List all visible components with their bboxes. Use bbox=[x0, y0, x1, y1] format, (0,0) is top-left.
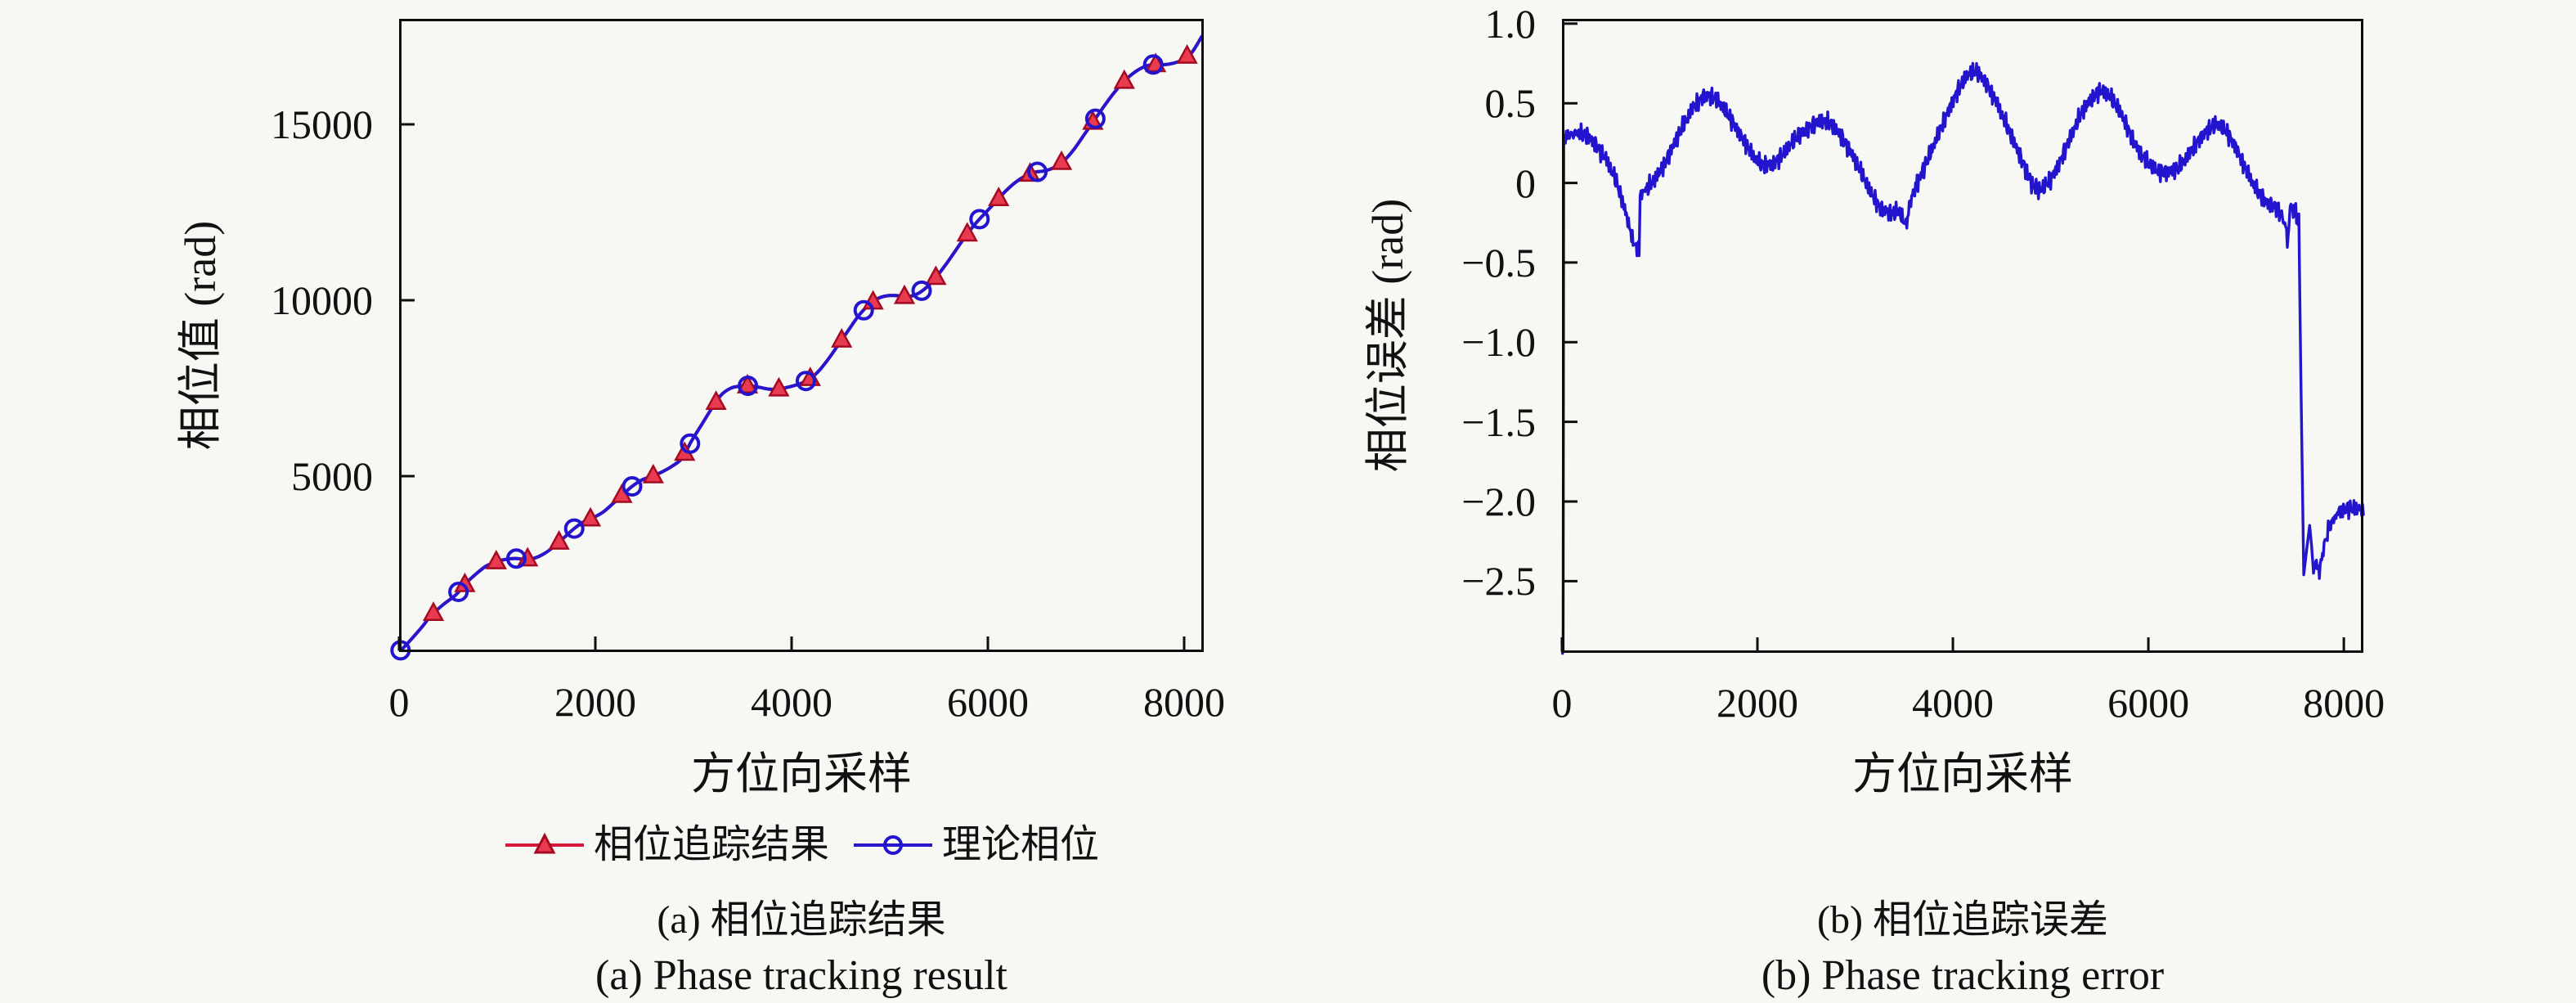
y-tick-label: 0.5 bbox=[1484, 80, 1537, 127]
y-tick-label: 0 bbox=[1515, 160, 1536, 206]
x-tick-label: 8000 bbox=[2303, 680, 2385, 726]
x-tick-label: 2000 bbox=[1717, 680, 1799, 726]
plot-frame bbox=[1562, 19, 2363, 653]
y-tick-label: −1.0 bbox=[1461, 319, 1536, 366]
y-tick-label: 5000 bbox=[291, 453, 373, 499]
right-x-axis-title: 方位向采样 bbox=[1852, 749, 2073, 798]
series-line-相位误差 bbox=[1560, 61, 2365, 655]
caption-b-en: (b) Phase tracking error bbox=[1761, 952, 2165, 999]
y-tick-label: 1.0 bbox=[1484, 0, 1537, 47]
axis-ticks bbox=[1560, 22, 2345, 652]
triangle-markers bbox=[422, 43, 1198, 621]
x-tick-label: 2000 bbox=[554, 679, 636, 725]
y-tick-label: −0.5 bbox=[1461, 239, 1536, 286]
x-tick-label: 8000 bbox=[1143, 679, 1225, 725]
right-chart-plot-area bbox=[1560, 19, 2365, 655]
x-tick-label: 4000 bbox=[1912, 680, 1995, 726]
legend-label-theory-phase: 理论相位 bbox=[942, 823, 1100, 866]
y-tick-label: −2.5 bbox=[1461, 558, 1536, 605]
caption-b-zh: (b) 相位追踪误差 bbox=[1817, 898, 2108, 942]
caption-a-zh: (a) 相位追踪结果 bbox=[657, 898, 946, 942]
axis-ticks bbox=[397, 123, 1186, 651]
x-tick-label: 0 bbox=[388, 679, 410, 725]
legend-label-tracking-result: 相位追踪结果 bbox=[593, 823, 829, 866]
circle-marker-icon bbox=[854, 835, 932, 855]
left-x-axis-title: 方位向采样 bbox=[691, 749, 912, 798]
x-tick-label: 0 bbox=[1551, 680, 1573, 726]
x-tick-label: 6000 bbox=[2107, 680, 2190, 726]
legend: 相位追踪结果 理论相位 bbox=[399, 821, 1204, 870]
caption-a-en: (a) Phase tracking result bbox=[595, 952, 1008, 999]
plot-frame bbox=[399, 19, 1204, 652]
circle-markers bbox=[390, 54, 1164, 661]
left-chart-plot-area bbox=[390, 19, 1204, 661]
x-tick-label: 4000 bbox=[751, 679, 832, 725]
y-tick-label: 10000 bbox=[271, 277, 373, 323]
series-line-理论相位 bbox=[399, 34, 1204, 652]
legend-item-theory-phase: 理论相位 bbox=[852, 822, 1099, 868]
legend-item-tracking-result: 相位追踪结果 bbox=[504, 822, 829, 868]
y-tick-label: 15000 bbox=[271, 101, 373, 147]
y-tick-label: −1.5 bbox=[1461, 398, 1536, 445]
triangle-marker-icon bbox=[505, 832, 584, 854]
x-tick-label: 6000 bbox=[947, 679, 1029, 725]
y-tick-label: −2.0 bbox=[1461, 479, 1536, 524]
